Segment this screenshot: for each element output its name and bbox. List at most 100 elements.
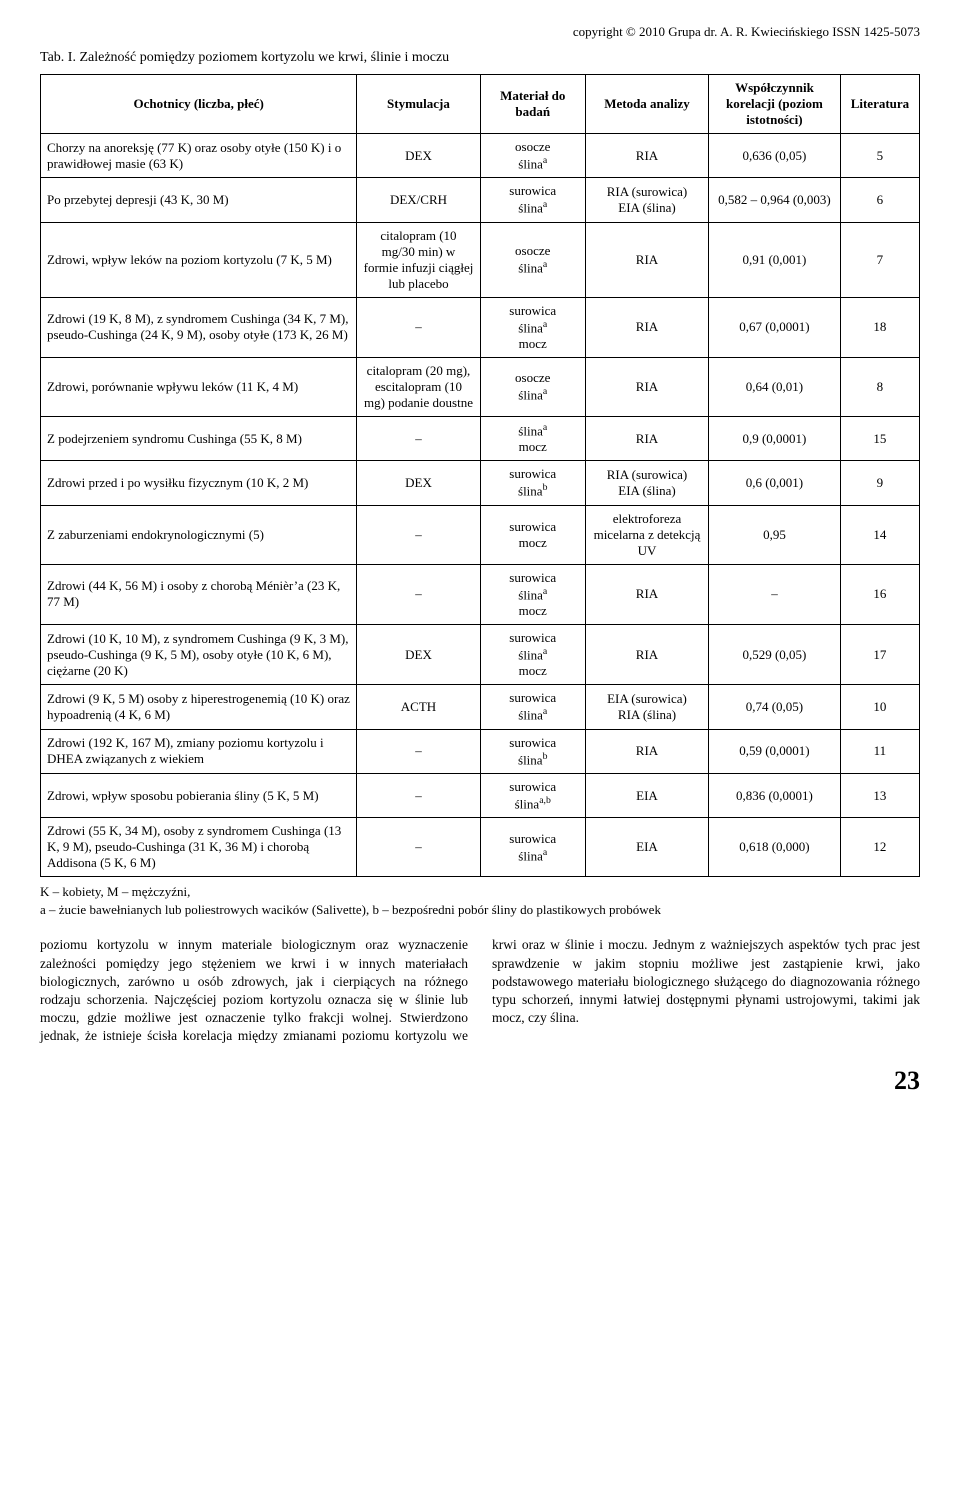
cell-correlation: 0,9 (0,0001) bbox=[709, 416, 841, 460]
cell-correlation: 0,91 (0,001) bbox=[709, 222, 841, 297]
cell-method: EIA bbox=[585, 773, 708, 817]
cell-reference: 17 bbox=[840, 624, 919, 684]
col-stimulation: Stymulacja bbox=[357, 75, 480, 134]
cell-method: RIA bbox=[585, 357, 708, 416]
cell-stimulation: DEX bbox=[357, 134, 480, 178]
cell-stimulation: DEX/CRH bbox=[357, 178, 480, 222]
cell-method: RIA bbox=[585, 624, 708, 684]
cell-participants: Z zaburzeniami endokrynologicznymi (5) bbox=[41, 505, 357, 564]
cell-reference: 5 bbox=[840, 134, 919, 178]
cell-correlation: 0,529 (0,05) bbox=[709, 624, 841, 684]
cell-method: RIA bbox=[585, 564, 708, 624]
cell-material: surowicaślinaamocz bbox=[480, 297, 585, 357]
cell-correlation: 0,59 (0,0001) bbox=[709, 729, 841, 773]
cell-reference: 18 bbox=[840, 297, 919, 357]
table-row: Zdrowi (9 K, 5 M) osoby z hiperestrogene… bbox=[41, 685, 920, 729]
cell-stimulation: – bbox=[357, 297, 480, 357]
cell-reference: 13 bbox=[840, 773, 919, 817]
col-method: Metoda analizy bbox=[585, 75, 708, 134]
cell-reference: 15 bbox=[840, 416, 919, 460]
cell-reference: 12 bbox=[840, 818, 919, 877]
cell-material: surowicaślinaamocz bbox=[480, 624, 585, 684]
cell-material: surowicaślinab bbox=[480, 461, 585, 505]
cell-material: ślinaamocz bbox=[480, 416, 585, 460]
cell-reference: 14 bbox=[840, 505, 919, 564]
cell-material: osocześlinaa bbox=[480, 357, 585, 416]
cell-reference: 8 bbox=[840, 357, 919, 416]
table-row: Zdrowi przed i po wysiłku fizycznym (10 … bbox=[41, 461, 920, 505]
body-paragraph: poziomu kortyzolu w innym materiale biol… bbox=[40, 936, 920, 1045]
cell-stimulation: – bbox=[357, 818, 480, 877]
cell-material: surowicaślinaamocz bbox=[480, 564, 585, 624]
col-reference: Literatura bbox=[840, 75, 919, 134]
cell-stimulation: – bbox=[357, 773, 480, 817]
cell-material: surowicaślinaa bbox=[480, 818, 585, 877]
cell-reference: 7 bbox=[840, 222, 919, 297]
page-number: 23 bbox=[40, 1066, 920, 1096]
cell-stimulation: DEX bbox=[357, 461, 480, 505]
cell-correlation: 0,636 (0,05) bbox=[709, 134, 841, 178]
table-row: Zdrowi (192 K, 167 M), zmiany poziomu ko… bbox=[41, 729, 920, 773]
cell-participants: Chorzy na anoreksję (77 K) oraz osoby ot… bbox=[41, 134, 357, 178]
cell-participants: Zdrowi (9 K, 5 M) osoby z hiperestrogene… bbox=[41, 685, 357, 729]
cell-correlation: 0,64 (0,01) bbox=[709, 357, 841, 416]
cell-method: RIA (surowica)EIA (ślina) bbox=[585, 461, 708, 505]
table-row: Zdrowi (19 K, 8 M), z syndromem Cushinga… bbox=[41, 297, 920, 357]
cell-stimulation: – bbox=[357, 416, 480, 460]
cell-method: RIA bbox=[585, 134, 708, 178]
cell-reference: 9 bbox=[840, 461, 919, 505]
cell-material: surowicamocz bbox=[480, 505, 585, 564]
cell-material: surowicaślinab bbox=[480, 729, 585, 773]
cell-reference: 16 bbox=[840, 564, 919, 624]
cell-material: osocześlinaa bbox=[480, 222, 585, 297]
table-row: Zdrowi (55 K, 34 M), osoby z syndromem C… bbox=[41, 818, 920, 877]
table-caption: Tab. I. Zależność pomiędzy poziomem kort… bbox=[40, 50, 920, 66]
cell-correlation: 0,836 (0,0001) bbox=[709, 773, 841, 817]
cell-correlation: 0,6 (0,001) bbox=[709, 461, 841, 505]
cell-correlation: 0,67 (0,0001) bbox=[709, 297, 841, 357]
cell-method: RIA bbox=[585, 222, 708, 297]
table-row: Zdrowi, wpływ sposobu pobierania śliny (… bbox=[41, 773, 920, 817]
cell-correlation: 0,618 (0,000) bbox=[709, 818, 841, 877]
table-footnote: K – kobiety, M – mężczyźni,a – żucie baw… bbox=[40, 883, 920, 918]
cell-correlation: 0,74 (0,05) bbox=[709, 685, 841, 729]
table-row: Po przebytej depresji (43 K, 30 M)DEX/CR… bbox=[41, 178, 920, 222]
cell-method: EIA (surowica)RIA (ślina) bbox=[585, 685, 708, 729]
cell-stimulation: ACTH bbox=[357, 685, 480, 729]
cell-participants: Zdrowi (10 K, 10 M), z syndromem Cushing… bbox=[41, 624, 357, 684]
col-participants: Ochotnicy (liczba, płeć) bbox=[41, 75, 357, 134]
table-row: Zdrowi, wpływ leków na poziom kortyzolu … bbox=[41, 222, 920, 297]
cell-method: RIA bbox=[585, 729, 708, 773]
cell-participants: Z podejrzeniem syndromu Cushinga (55 K, … bbox=[41, 416, 357, 460]
table-row: Zdrowi (44 K, 56 M) i osoby z chorobą Mé… bbox=[41, 564, 920, 624]
cell-participants: Zdrowi (192 K, 167 M), zmiany poziomu ko… bbox=[41, 729, 357, 773]
cell-material: surowicaślinaa bbox=[480, 685, 585, 729]
cell-correlation: – bbox=[709, 564, 841, 624]
cell-method: elektroforeza micelarna z detekcją UV bbox=[585, 505, 708, 564]
cell-method: RIA (surowica)EIA (ślina) bbox=[585, 178, 708, 222]
cell-reference: 6 bbox=[840, 178, 919, 222]
cell-correlation: 0,582 – 0,964 (0,003) bbox=[709, 178, 841, 222]
cell-method: RIA bbox=[585, 297, 708, 357]
cell-stimulation: citalopram (20 mg), escitalopram (10 mg)… bbox=[357, 357, 480, 416]
cell-participants: Zdrowi (55 K, 34 M), osoby z syndromem C… bbox=[41, 818, 357, 877]
cell-participants: Po przebytej depresji (43 K, 30 M) bbox=[41, 178, 357, 222]
cell-stimulation: – bbox=[357, 505, 480, 564]
col-material: Materiał do badań bbox=[480, 75, 585, 134]
cell-participants: Zdrowi, wpływ sposobu pobierania śliny (… bbox=[41, 773, 357, 817]
table-row: Zdrowi, porównanie wpływu leków (11 K, 4… bbox=[41, 357, 920, 416]
table-row: Z podejrzeniem syndromu Cushinga (55 K, … bbox=[41, 416, 920, 460]
cell-participants: Zdrowi, porównanie wpływu leków (11 K, 4… bbox=[41, 357, 357, 416]
cell-reference: 10 bbox=[840, 685, 919, 729]
cell-participants: Zdrowi przed i po wysiłku fizycznym (10 … bbox=[41, 461, 357, 505]
table-row: Z zaburzeniami endokrynologicznymi (5)–s… bbox=[41, 505, 920, 564]
cell-participants: Zdrowi (44 K, 56 M) i osoby z chorobą Mé… bbox=[41, 564, 357, 624]
cell-material: surowicaślinaa bbox=[480, 178, 585, 222]
cell-method: RIA bbox=[585, 416, 708, 460]
cell-material: osocześlinaa bbox=[480, 134, 585, 178]
table-row: Zdrowi (10 K, 10 M), z syndromem Cushing… bbox=[41, 624, 920, 684]
cell-stimulation: citalopram (10 mg/30 min) w formie infuz… bbox=[357, 222, 480, 297]
cell-participants: Zdrowi (19 K, 8 M), z syndromem Cushinga… bbox=[41, 297, 357, 357]
cell-stimulation: DEX bbox=[357, 624, 480, 684]
cell-reference: 11 bbox=[840, 729, 919, 773]
